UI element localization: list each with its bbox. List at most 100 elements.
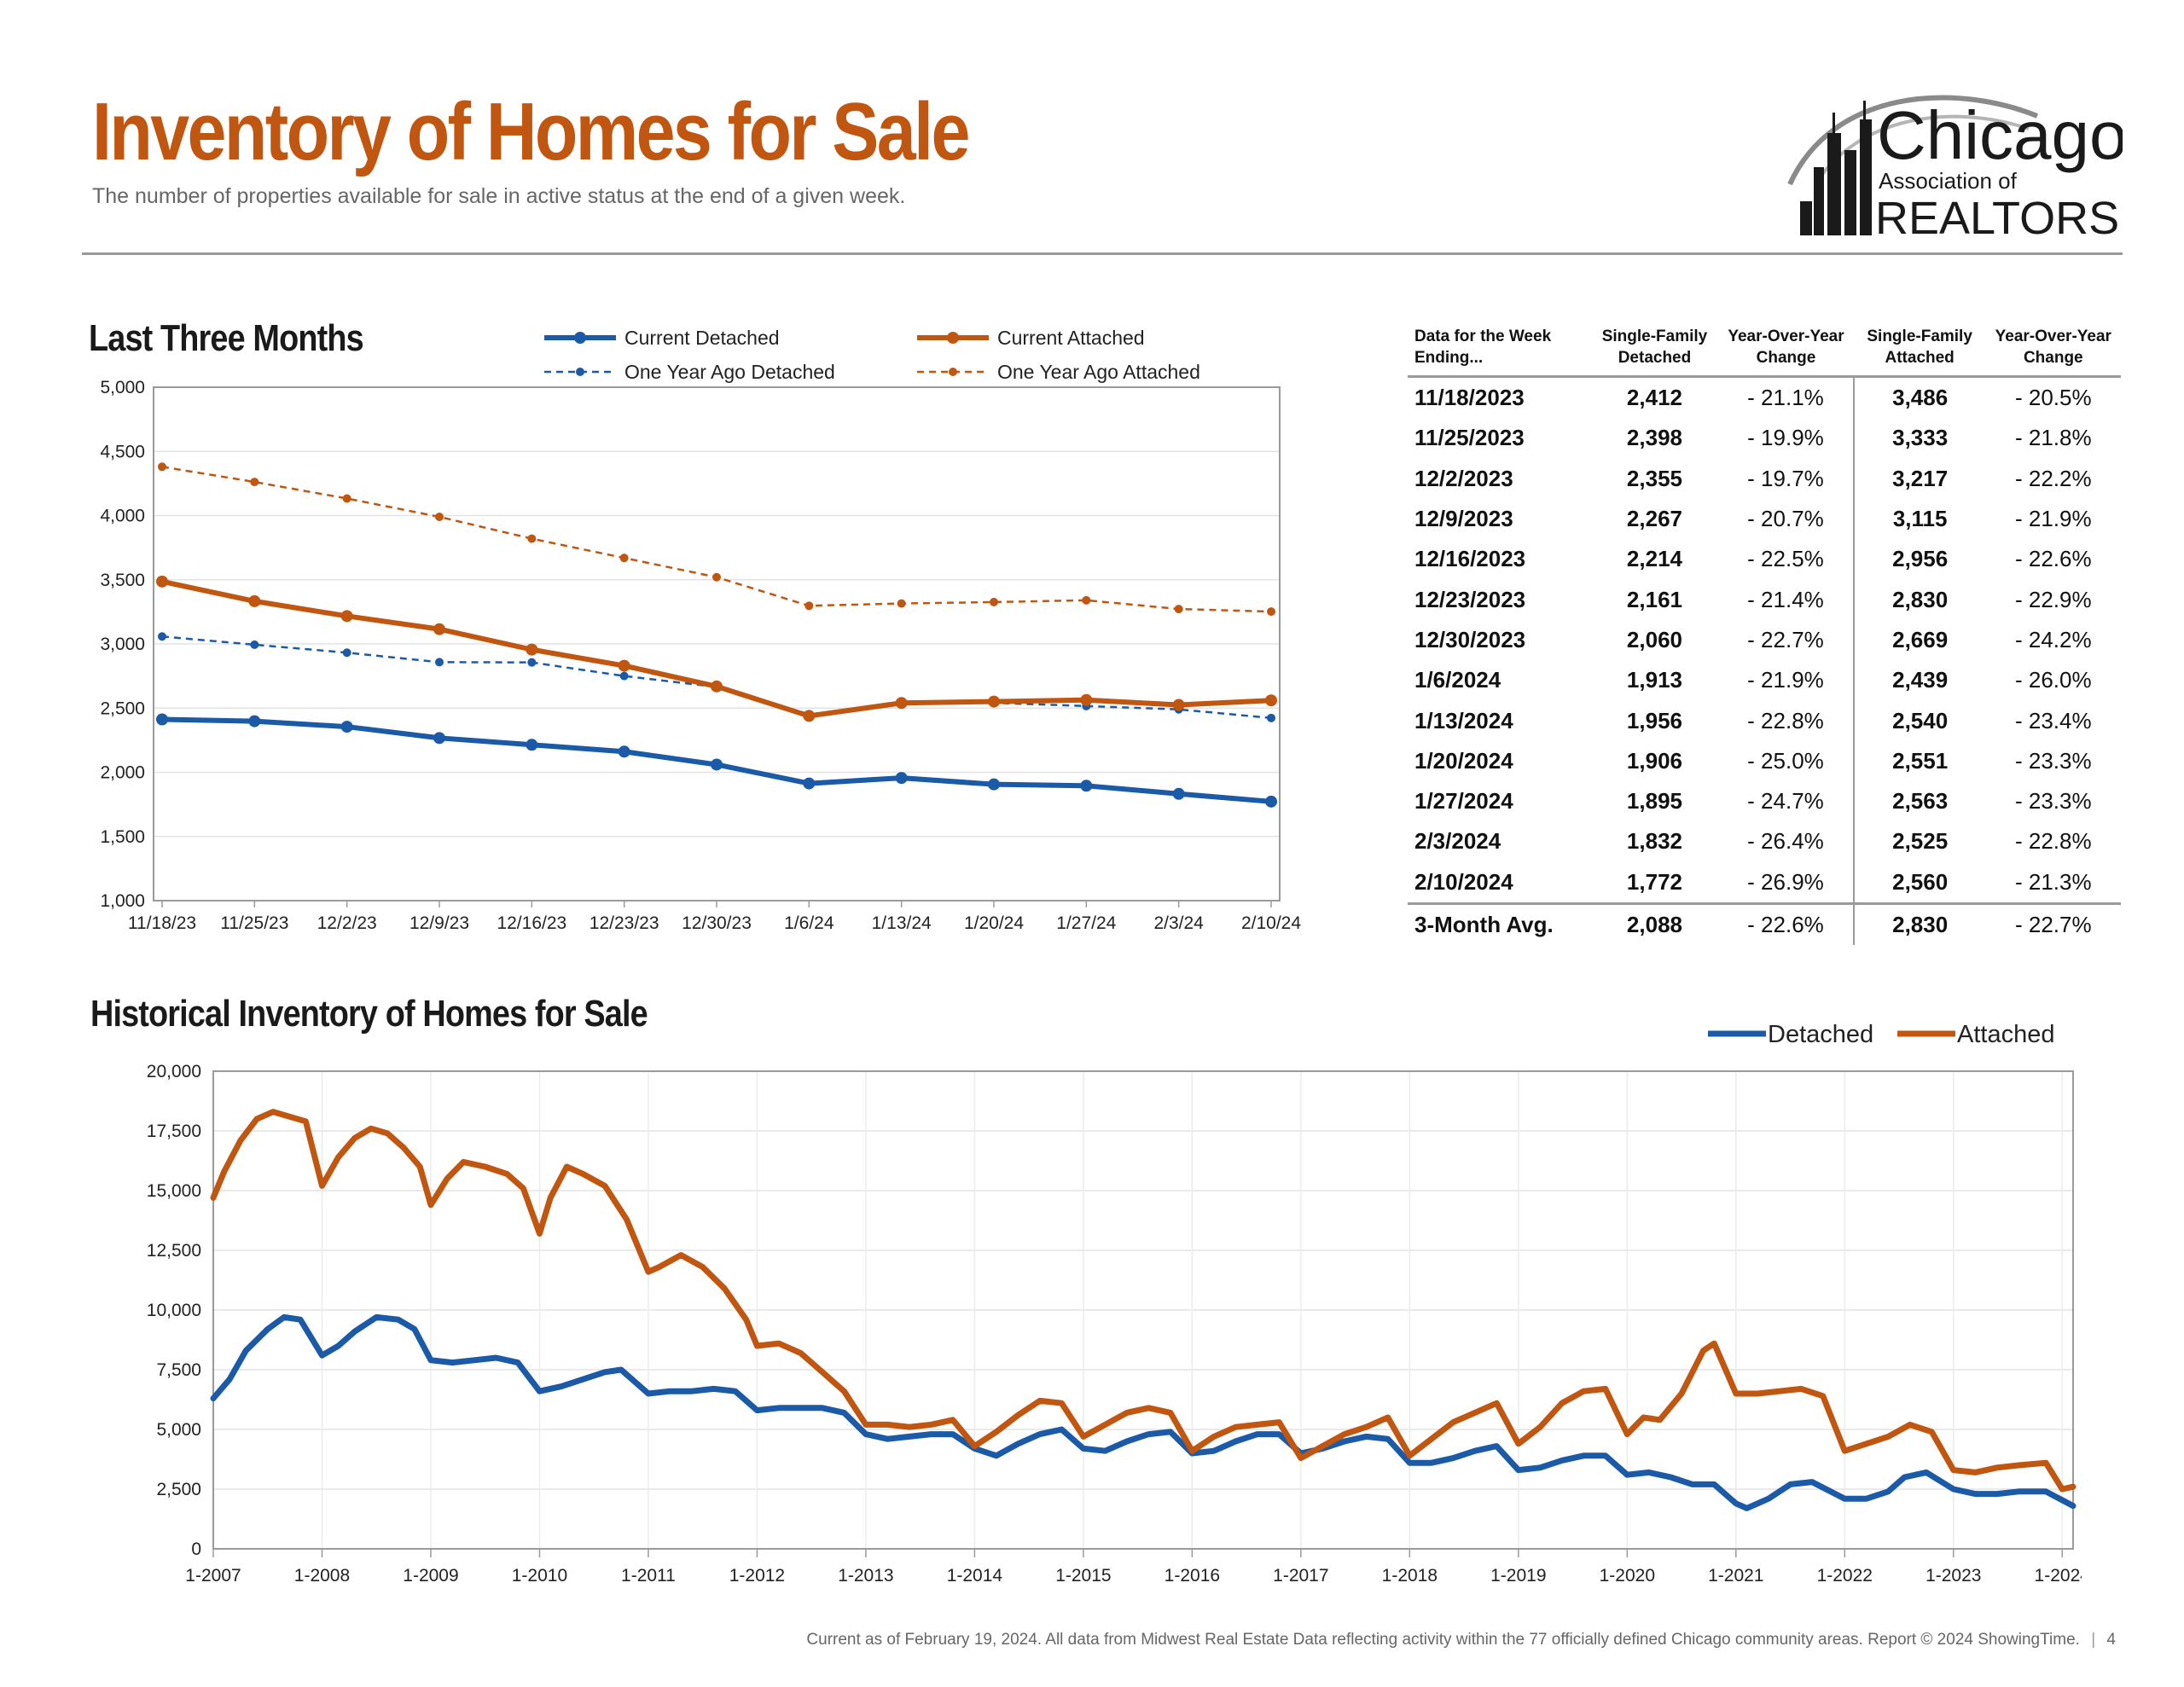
data-point <box>1172 787 1185 800</box>
cell-detached: 1,913 <box>1626 667 1682 693</box>
cell-attached: 2,830 <box>1852 901 1986 946</box>
legend-item: Current Detached <box>544 327 780 349</box>
cell-attached-change: - 21.8% <box>2014 425 2092 451</box>
cell-attached-change: - 22.2% <box>2014 465 2092 491</box>
cell-attached: 2,669 <box>1852 619 1986 661</box>
data-point <box>711 680 723 693</box>
table-row: 1/27/2024 1,895 - 24.7% 2,563 - 23.3% <box>1408 780 2121 822</box>
cell-week: 12/30/2023 <box>1414 626 1526 652</box>
y-tick-label: 2,000 <box>100 763 145 783</box>
x-tick-label: 2/10/24 <box>1241 913 1301 933</box>
legend-label: One Year Ago Attached <box>997 361 1200 383</box>
x-tick-label: 12/9/23 <box>410 913 469 933</box>
y-tick-label: 3,000 <box>100 635 145 654</box>
data-point <box>248 715 261 728</box>
data-point <box>1174 605 1183 614</box>
cell-detached: 1,956 <box>1626 707 1682 733</box>
data-point <box>526 739 538 751</box>
cell-week: 1/6/2024 <box>1414 667 1502 693</box>
cell-week: 12/23/2023 <box>1414 586 1526 612</box>
data-point <box>526 643 538 656</box>
x-tick-label: 1/27/24 <box>1056 913 1116 933</box>
col-header-week: Data for the Week Ending... <box>1408 321 1591 378</box>
cell-week: 1/13/2024 <box>1414 707 1513 733</box>
cell-attached-change: - 24.2% <box>2014 626 2092 652</box>
cell-attached: 2,956 <box>1852 539 1986 580</box>
data-point <box>804 601 814 611</box>
col-header-detached: Single-Family Detached <box>1590 321 1719 378</box>
series-line-detached <box>210 1313 2077 1511</box>
table-row: 1/6/2024 1,913 - 21.9% 2,439 - 26.0% <box>1408 660 2121 701</box>
cell-attached-change: - 21.9% <box>2014 506 2092 532</box>
legend-marker <box>949 368 957 376</box>
weekly-inventory-table: Data for the Week Ending... Single-Famil… <box>1408 321 2121 946</box>
col-header-detached-change: Year-Over-Year Change <box>1718 321 1854 378</box>
y-tick-label: 10,000 <box>147 1301 201 1320</box>
table-row: 12/9/2023 2,267 - 20.7% 3,115 - 21.9% <box>1408 498 2121 540</box>
x-tick-label: 11/18/23 <box>128 913 196 933</box>
x-tick-label: 1-2007 <box>185 1566 241 1586</box>
x-tick-label: 12/16/23 <box>497 913 566 933</box>
x-tick-label: 12/30/23 <box>682 913 752 933</box>
cell-detached-change: - 22.5% <box>1747 546 1824 572</box>
y-tick-label: 15,000 <box>147 1181 201 1201</box>
legend-label: Current Detached <box>624 327 780 349</box>
x-tick-label: 12/23/23 <box>590 913 659 933</box>
cell-attached: 2,560 <box>1852 861 1986 904</box>
x-tick-label: 1-2015 <box>1055 1566 1111 1586</box>
cell-attached-change: - 22.7% <box>1985 901 2121 946</box>
cell-detached-change: - 26.9% <box>1747 868 1824 895</box>
cell-detached-change: - 22.8% <box>1747 707 1824 733</box>
data-point <box>435 658 444 667</box>
y-tick-label: 1,500 <box>100 827 145 847</box>
y-tick-label: 2,500 <box>156 1480 201 1499</box>
page-title: Inventory of Homes for Sale <box>92 86 970 177</box>
table-row: 12/23/2023 2,161 - 21.4% 2,830 - 22.9% <box>1408 579 2121 620</box>
series-line-one-year-ago-attached <box>161 466 1272 613</box>
cell-detached-change: - 25.0% <box>1747 747 1824 774</box>
cell-detached: 1,772 <box>1626 868 1682 895</box>
y-tick-label: 2,500 <box>100 699 145 718</box>
legend-item: One Year Ago Attached <box>917 361 1200 383</box>
table-row: 1/20/2024 1,906 - 25.0% 2,551 - 23.3% <box>1408 740 2121 781</box>
data-point <box>250 640 259 649</box>
cell-detached: 1,895 <box>1626 788 1682 815</box>
legend-label: Attached <box>1957 1021 2054 1048</box>
x-tick-label: 1-2019 <box>1490 1566 1546 1586</box>
page-subtitle: The number of properties available for s… <box>92 184 906 208</box>
series-line-one-year-ago-detached <box>161 635 1272 720</box>
data-point <box>248 594 261 607</box>
y-tick-label: 4,000 <box>100 507 145 526</box>
header-divider <box>82 252 2123 255</box>
x-tick-label: 1-2017 <box>1273 1566 1328 1586</box>
cell-attached-change: - 22.9% <box>2014 586 2092 612</box>
cell-detached-change: - 21.4% <box>1747 586 1824 612</box>
legend-marker <box>947 332 959 344</box>
cell-detached: 2,161 <box>1626 586 1682 612</box>
cell-detached: 2,355 <box>1626 465 1682 491</box>
x-tick-label: 1/20/24 <box>964 913 1024 933</box>
cell-attached-change: - 21.3% <box>2014 868 2092 895</box>
cell-detached: 2,412 <box>1626 385 1682 411</box>
data-point <box>619 554 629 563</box>
data-point <box>340 610 353 623</box>
footer-note: Current as of February 19, 2024. All dat… <box>806 1631 2116 1649</box>
cell-week: 3-Month Avg. <box>1408 901 1591 946</box>
table-row: 11/25/2023 2,398 - 19.9% 3,333 - 21.8% <box>1408 418 2121 459</box>
data-point <box>433 623 445 635</box>
data-point <box>619 671 629 681</box>
data-point <box>803 777 816 790</box>
y-tick-label: 1,000 <box>100 891 145 911</box>
cell-attached: 3,333 <box>1852 418 1986 459</box>
table-header-row: Data for the Week Ending... Single-Famil… <box>1408 321 2121 378</box>
cell-detached: 2,214 <box>1626 546 1682 572</box>
data-point <box>618 745 630 758</box>
cell-attached: 2,540 <box>1852 700 1986 741</box>
data-point <box>1080 693 1093 706</box>
cell-attached: 2,525 <box>1852 821 1986 862</box>
data-point <box>158 632 166 641</box>
cell-week: 12/2/2023 <box>1414 465 1513 491</box>
legend-item: One Year Ago Detached <box>544 361 835 383</box>
table-summary-row: 3-Month Avg. 2,088- 22.6% 2,830- 22.7% <box>1408 901 2121 946</box>
cell-attached: 2,830 <box>1852 579 1986 620</box>
